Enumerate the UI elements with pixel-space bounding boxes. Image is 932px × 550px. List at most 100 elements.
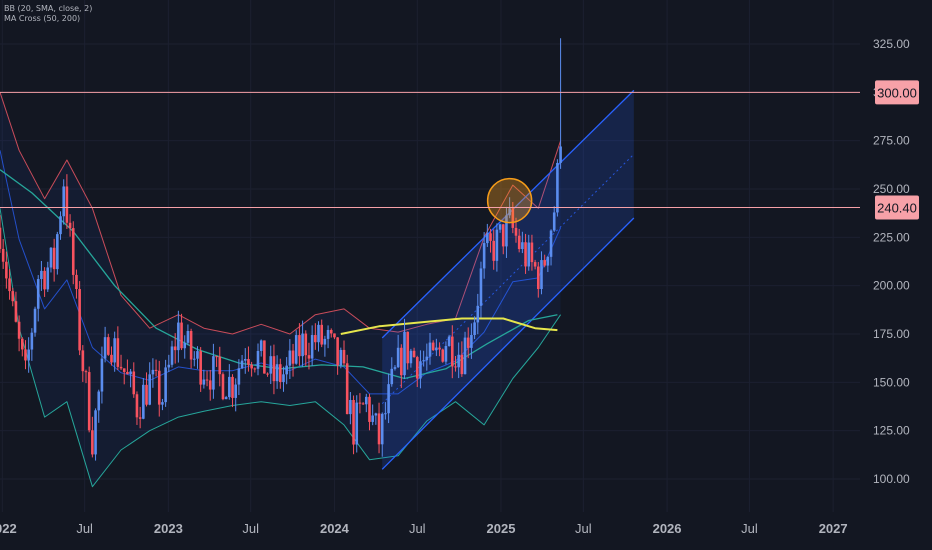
candle[interactable] <box>5 261 8 279</box>
candle[interactable] <box>154 369 158 371</box>
candle[interactable] <box>59 216 62 235</box>
candle[interactable] <box>192 358 196 360</box>
candle[interactable] <box>349 400 352 415</box>
candle[interactable] <box>415 357 419 379</box>
candle[interactable] <box>403 331 406 376</box>
candle[interactable] <box>489 233 492 241</box>
channel-mid-line[interactable] <box>381 153 635 404</box>
candle[interactable] <box>196 351 199 359</box>
candle[interactable] <box>521 242 524 250</box>
candle[interactable] <box>212 356 215 390</box>
candle[interactable] <box>199 351 202 385</box>
candle[interactable] <box>113 338 116 363</box>
candle[interactable] <box>323 338 327 345</box>
candle[interactable] <box>501 224 505 247</box>
candle[interactable] <box>30 332 34 350</box>
candle[interactable] <box>329 329 333 334</box>
candle[interactable] <box>68 222 72 229</box>
candle[interactable] <box>78 289 81 351</box>
candle[interactable] <box>361 403 365 405</box>
candle[interactable] <box>170 346 174 365</box>
candle[interactable] <box>138 417 142 419</box>
candle[interactable] <box>240 360 244 369</box>
candle[interactable] <box>282 374 285 383</box>
candle[interactable] <box>505 215 508 247</box>
candle[interactable] <box>320 324 324 345</box>
candle[interactable] <box>479 268 483 306</box>
bollinger-upper-line[interactable] <box>0 92 562 335</box>
candle[interactable] <box>14 301 18 322</box>
candle[interactable] <box>208 380 212 390</box>
candle[interactable] <box>556 162 559 213</box>
candle[interactable] <box>103 337 107 359</box>
candle[interactable] <box>422 360 425 362</box>
candle[interactable] <box>298 335 301 357</box>
candle[interactable] <box>33 308 37 333</box>
candle[interactable] <box>17 321 21 339</box>
candle[interactable] <box>524 242 527 267</box>
candle[interactable] <box>304 333 308 356</box>
candle[interactable] <box>269 356 273 374</box>
candle[interactable] <box>142 384 145 419</box>
candle[interactable] <box>406 331 410 364</box>
candle[interactable] <box>106 337 110 355</box>
candle[interactable] <box>470 335 473 348</box>
candle[interactable] <box>314 335 317 343</box>
candle[interactable] <box>546 256 550 266</box>
candle[interactable] <box>11 291 15 302</box>
candle[interactable] <box>132 371 136 395</box>
candle[interactable] <box>20 338 24 350</box>
candle[interactable] <box>387 384 390 414</box>
candle[interactable] <box>84 371 88 373</box>
candle[interactable] <box>400 347 403 376</box>
candle[interactable] <box>428 342 432 357</box>
candle[interactable] <box>495 229 499 261</box>
candle[interactable] <box>278 364 282 383</box>
candle[interactable] <box>49 247 53 268</box>
candle[interactable] <box>536 266 540 290</box>
candle[interactable] <box>409 350 413 364</box>
channel-upper-line[interactable] <box>381 89 635 339</box>
candle[interactable] <box>228 376 231 398</box>
candle[interactable] <box>40 270 43 280</box>
candle[interactable] <box>438 347 441 350</box>
price-level-badge[interactable] <box>875 80 919 105</box>
candle[interactable] <box>285 365 288 375</box>
candle[interactable] <box>151 369 155 375</box>
candle[interactable] <box>377 413 381 445</box>
candle[interactable] <box>317 324 320 343</box>
candle[interactable] <box>91 430 94 455</box>
candle[interactable] <box>355 402 359 445</box>
candle[interactable] <box>374 413 378 416</box>
candle[interactable] <box>180 322 183 349</box>
candle[interactable] <box>8 278 11 292</box>
candle[interactable] <box>511 208 515 228</box>
candle[interactable] <box>224 397 228 400</box>
candle[interactable] <box>75 274 78 290</box>
candle[interactable] <box>527 242 531 267</box>
candle[interactable] <box>492 240 496 261</box>
candle[interactable] <box>444 346 448 362</box>
candle[interactable] <box>396 347 400 368</box>
candle[interactable] <box>543 260 546 266</box>
candle[interactable] <box>94 410 97 455</box>
candle[interactable] <box>65 186 69 223</box>
candle[interactable] <box>482 243 486 269</box>
candle[interactable] <box>431 342 435 351</box>
candle[interactable] <box>259 340 263 351</box>
candle[interactable] <box>441 349 445 362</box>
candle[interactable] <box>288 350 292 366</box>
candle[interactable] <box>530 242 534 263</box>
candle[interactable] <box>336 337 339 366</box>
candle[interactable] <box>202 379 206 385</box>
candle[interactable] <box>237 368 241 385</box>
candle[interactable] <box>81 350 85 372</box>
candle[interactable] <box>126 371 129 375</box>
candle[interactable] <box>272 356 276 382</box>
candle[interactable] <box>157 370 161 405</box>
candle[interactable] <box>27 349 30 361</box>
ma-cross-legend-label[interactable]: MA Cross (50, 200) <box>4 14 81 23</box>
candle[interactable] <box>368 396 371 422</box>
candle[interactable] <box>463 337 467 375</box>
candle[interactable] <box>218 356 222 375</box>
